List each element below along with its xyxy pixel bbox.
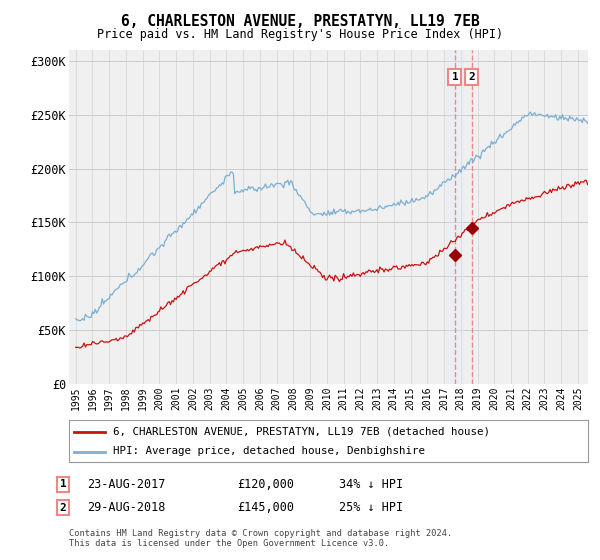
Text: 6, CHARLESTON AVENUE, PRESTATYN, LL19 7EB (detached house): 6, CHARLESTON AVENUE, PRESTATYN, LL19 7E… [113,427,490,437]
Text: 6, CHARLESTON AVENUE, PRESTATYN, LL19 7EB: 6, CHARLESTON AVENUE, PRESTATYN, LL19 7E… [121,14,479,29]
Text: This data is licensed under the Open Government Licence v3.0.: This data is licensed under the Open Gov… [69,539,389,548]
Text: 2: 2 [59,503,67,513]
Bar [446,50,463,384]
Text: £120,000: £120,000 [237,478,294,491]
Text: Price paid vs. HM Land Registry's House Price Index (HPI): Price paid vs. HM Land Registry's House … [97,28,503,41]
Text: 25% ↓ HPI: 25% ↓ HPI [339,501,403,515]
Text: 1: 1 [452,72,458,82]
Text: 2: 2 [468,72,475,82]
Text: 34% ↓ HPI: 34% ↓ HPI [339,478,403,491]
Text: 29-AUG-2018: 29-AUG-2018 [87,501,166,515]
Text: Contains HM Land Registry data © Crown copyright and database right 2024.: Contains HM Land Registry data © Crown c… [69,529,452,538]
Text: £145,000: £145,000 [237,501,294,515]
Text: 23-AUG-2017: 23-AUG-2017 [87,478,166,491]
Text: HPI: Average price, detached house, Denbighshire: HPI: Average price, detached house, Denb… [113,446,425,456]
Text: 1: 1 [59,479,67,489]
